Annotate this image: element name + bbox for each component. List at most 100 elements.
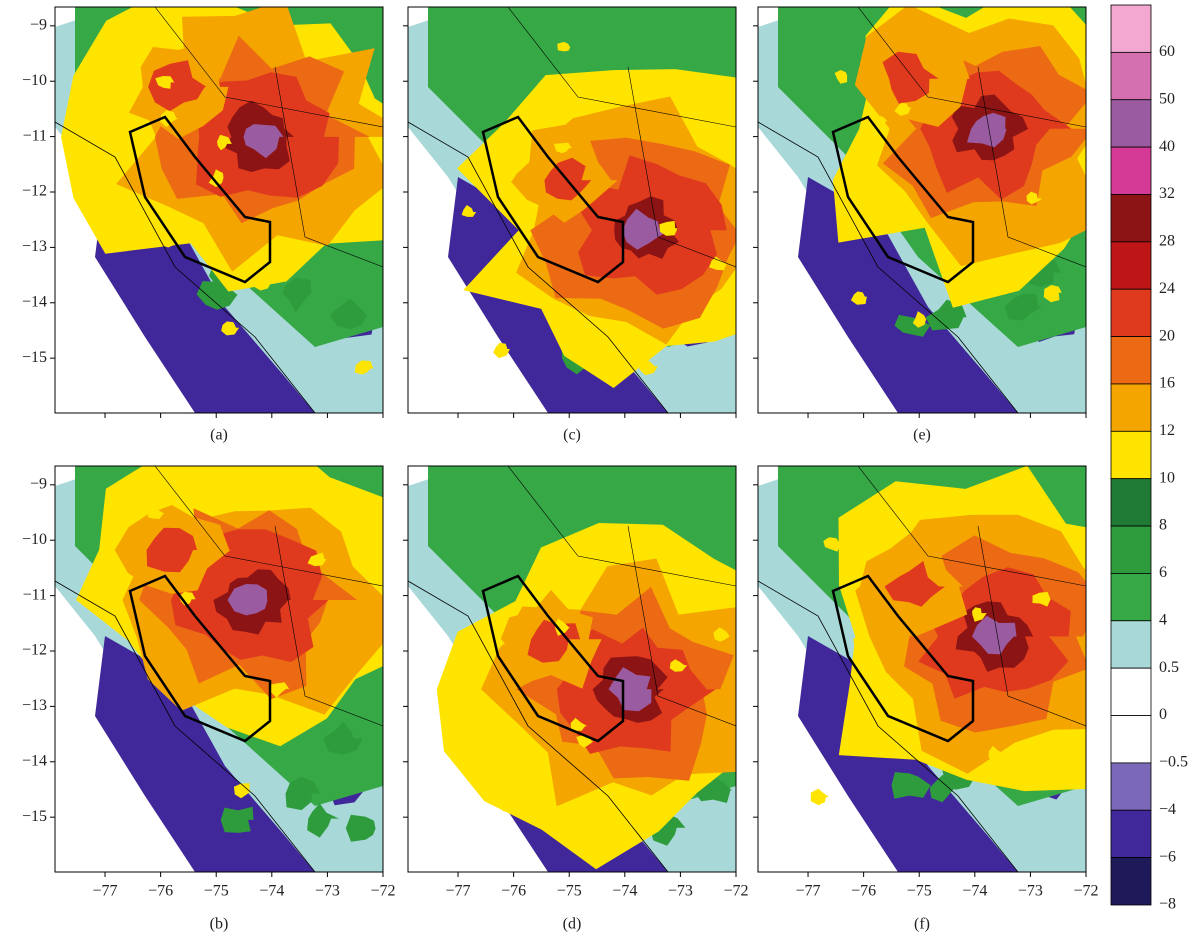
border-line — [55, 121, 316, 413]
colorbar-swatch — [1110, 809, 1152, 859]
panel-label: (e) — [913, 427, 931, 444]
field-green — [282, 277, 312, 313]
colorbar-label: 16 — [1159, 375, 1175, 392]
colorbar-label: 40 — [1159, 138, 1175, 155]
map-panel — [408, 466, 736, 872]
border-line — [507, 466, 736, 727]
field-intensity — [884, 561, 945, 607]
field-spot — [307, 552, 327, 567]
basin-outline — [481, 115, 625, 284]
x-tick-label: −74 — [962, 883, 987, 900]
field-spot — [834, 70, 848, 84]
field-spot — [221, 321, 240, 336]
map-panel — [758, 466, 1086, 872]
panel-frame — [407, 465, 737, 873]
field-spot — [659, 220, 678, 236]
field-green — [307, 803, 339, 838]
colorbar-swatch — [1110, 146, 1152, 195]
colorbar-swatch — [1110, 762, 1152, 811]
field-green — [891, 772, 931, 799]
colorbar-swatch — [1110, 857, 1152, 906]
field-green — [220, 806, 254, 833]
field-spot — [498, 799, 516, 812]
field-spot — [875, 671, 894, 689]
colorbar-swatch — [1110, 194, 1152, 243]
field-spot — [991, 271, 1006, 285]
field-core — [608, 667, 652, 712]
field-spot — [639, 358, 658, 376]
field-negative — [95, 636, 315, 872]
x-tick-label: −72 — [370, 883, 395, 900]
colorbar-label: 24 — [1159, 280, 1175, 297]
field-spot — [1026, 191, 1043, 205]
border-line — [857, 466, 1086, 727]
colorbar-swatch — [1110, 478, 1152, 527]
colorbar-swatch — [1110, 573, 1152, 622]
border-line — [507, 7, 736, 268]
field-green — [285, 776, 320, 811]
field-spot — [265, 723, 284, 740]
x-tick-label: −75 — [557, 883, 582, 900]
border-line — [154, 466, 383, 727]
x-tick-label: −73 — [315, 883, 340, 900]
field-spot — [269, 682, 290, 698]
field-spot — [850, 291, 867, 305]
y-tick-label: −13 — [22, 697, 47, 714]
border-line — [758, 121, 1019, 413]
field-spot — [178, 591, 196, 606]
field-spot — [823, 537, 841, 552]
field-spot — [853, 636, 869, 652]
x-tick-label: −74 — [612, 883, 637, 900]
field-green — [693, 777, 732, 803]
field-spot — [972, 607, 987, 622]
panel-label: (c) — [563, 427, 581, 444]
colorbar-label: 20 — [1159, 327, 1175, 344]
field-intensity — [882, 51, 939, 104]
panel-label: (d) — [563, 916, 582, 933]
field-spot — [160, 110, 179, 128]
field-intensity — [148, 60, 207, 112]
colorbar-label: 6 — [1159, 564, 1167, 581]
colorbar-swatch — [1110, 99, 1152, 148]
basin-outline — [481, 574, 625, 743]
border-line — [408, 580, 669, 872]
colorbar-swatch — [1110, 4, 1152, 53]
x-tick-label: −75 — [907, 883, 932, 900]
colorbar-label: 8 — [1159, 517, 1167, 534]
field-spot — [894, 102, 912, 116]
panel-label: (b) — [210, 916, 229, 933]
colorbar-swatch — [1110, 430, 1152, 480]
y-tick-label: −11 — [23, 127, 47, 144]
basin-outline — [128, 115, 272, 284]
y-tick-label: −10 — [22, 72, 47, 89]
map-panel — [55, 7, 383, 413]
field-intensity — [527, 619, 581, 663]
field-spot — [493, 342, 510, 359]
field-spot — [208, 169, 224, 188]
field-spot — [570, 717, 588, 731]
field-spot — [709, 256, 727, 271]
field-spot — [912, 311, 927, 328]
colorbar-label: 0 — [1159, 706, 1167, 723]
field-core — [622, 208, 670, 250]
field-spot — [669, 659, 688, 672]
x-tick-label: −73 — [668, 883, 693, 900]
border-line — [408, 121, 669, 413]
x-tick-label: −76 — [501, 883, 526, 900]
field-spot — [155, 76, 175, 89]
border-line — [154, 7, 383, 268]
y-tick-label: −10 — [22, 531, 47, 548]
panel-frame — [757, 6, 1087, 414]
colorbar-swatch — [1110, 336, 1152, 385]
field-spot — [1032, 591, 1051, 607]
field-core — [243, 124, 284, 159]
colorbar-label: 12 — [1159, 422, 1175, 439]
field-green — [894, 314, 931, 337]
field-core — [227, 584, 268, 616]
field-green — [925, 299, 967, 331]
panel-frame — [407, 6, 737, 414]
colorbar-label: 28 — [1159, 233, 1175, 250]
field-spot — [713, 627, 730, 642]
colorbar-label: 50 — [1159, 90, 1175, 107]
